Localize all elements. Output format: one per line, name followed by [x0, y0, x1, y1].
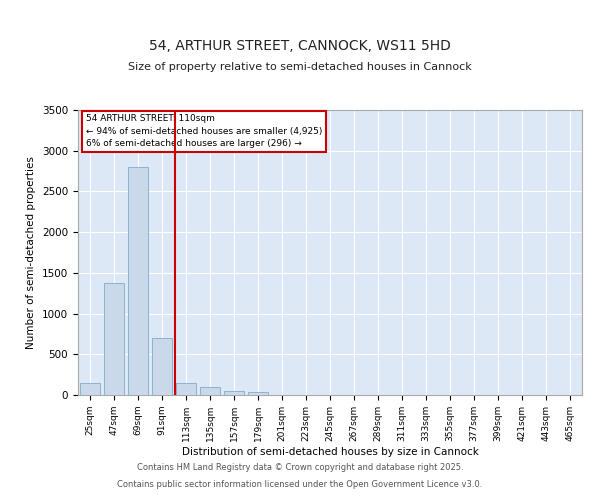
Text: 54, ARTHUR STREET, CANNOCK, WS11 5HD: 54, ARTHUR STREET, CANNOCK, WS11 5HD	[149, 38, 451, 52]
Bar	[80, 383, 100, 395]
Y-axis label: Number of semi-detached properties: Number of semi-detached properties	[26, 156, 37, 349]
Bar	[200, 388, 220, 395]
Bar	[152, 338, 172, 395]
Bar	[224, 391, 244, 395]
Bar	[104, 282, 124, 395]
X-axis label: Distribution of semi-detached houses by size in Cannock: Distribution of semi-detached houses by …	[182, 446, 478, 456]
Text: Contains public sector information licensed under the Open Government Licence v3: Contains public sector information licen…	[118, 480, 482, 489]
Text: 54 ARTHUR STREET: 110sqm
← 94% of semi-detached houses are smaller (4,925)
6% of: 54 ARTHUR STREET: 110sqm ← 94% of semi-d…	[86, 114, 322, 148]
Text: Contains HM Land Registry data © Crown copyright and database right 2025.: Contains HM Land Registry data © Crown c…	[137, 464, 463, 472]
Text: Size of property relative to semi-detached houses in Cannock: Size of property relative to semi-detach…	[128, 62, 472, 72]
Bar	[248, 392, 268, 395]
Bar	[128, 167, 148, 395]
Bar	[176, 383, 196, 395]
